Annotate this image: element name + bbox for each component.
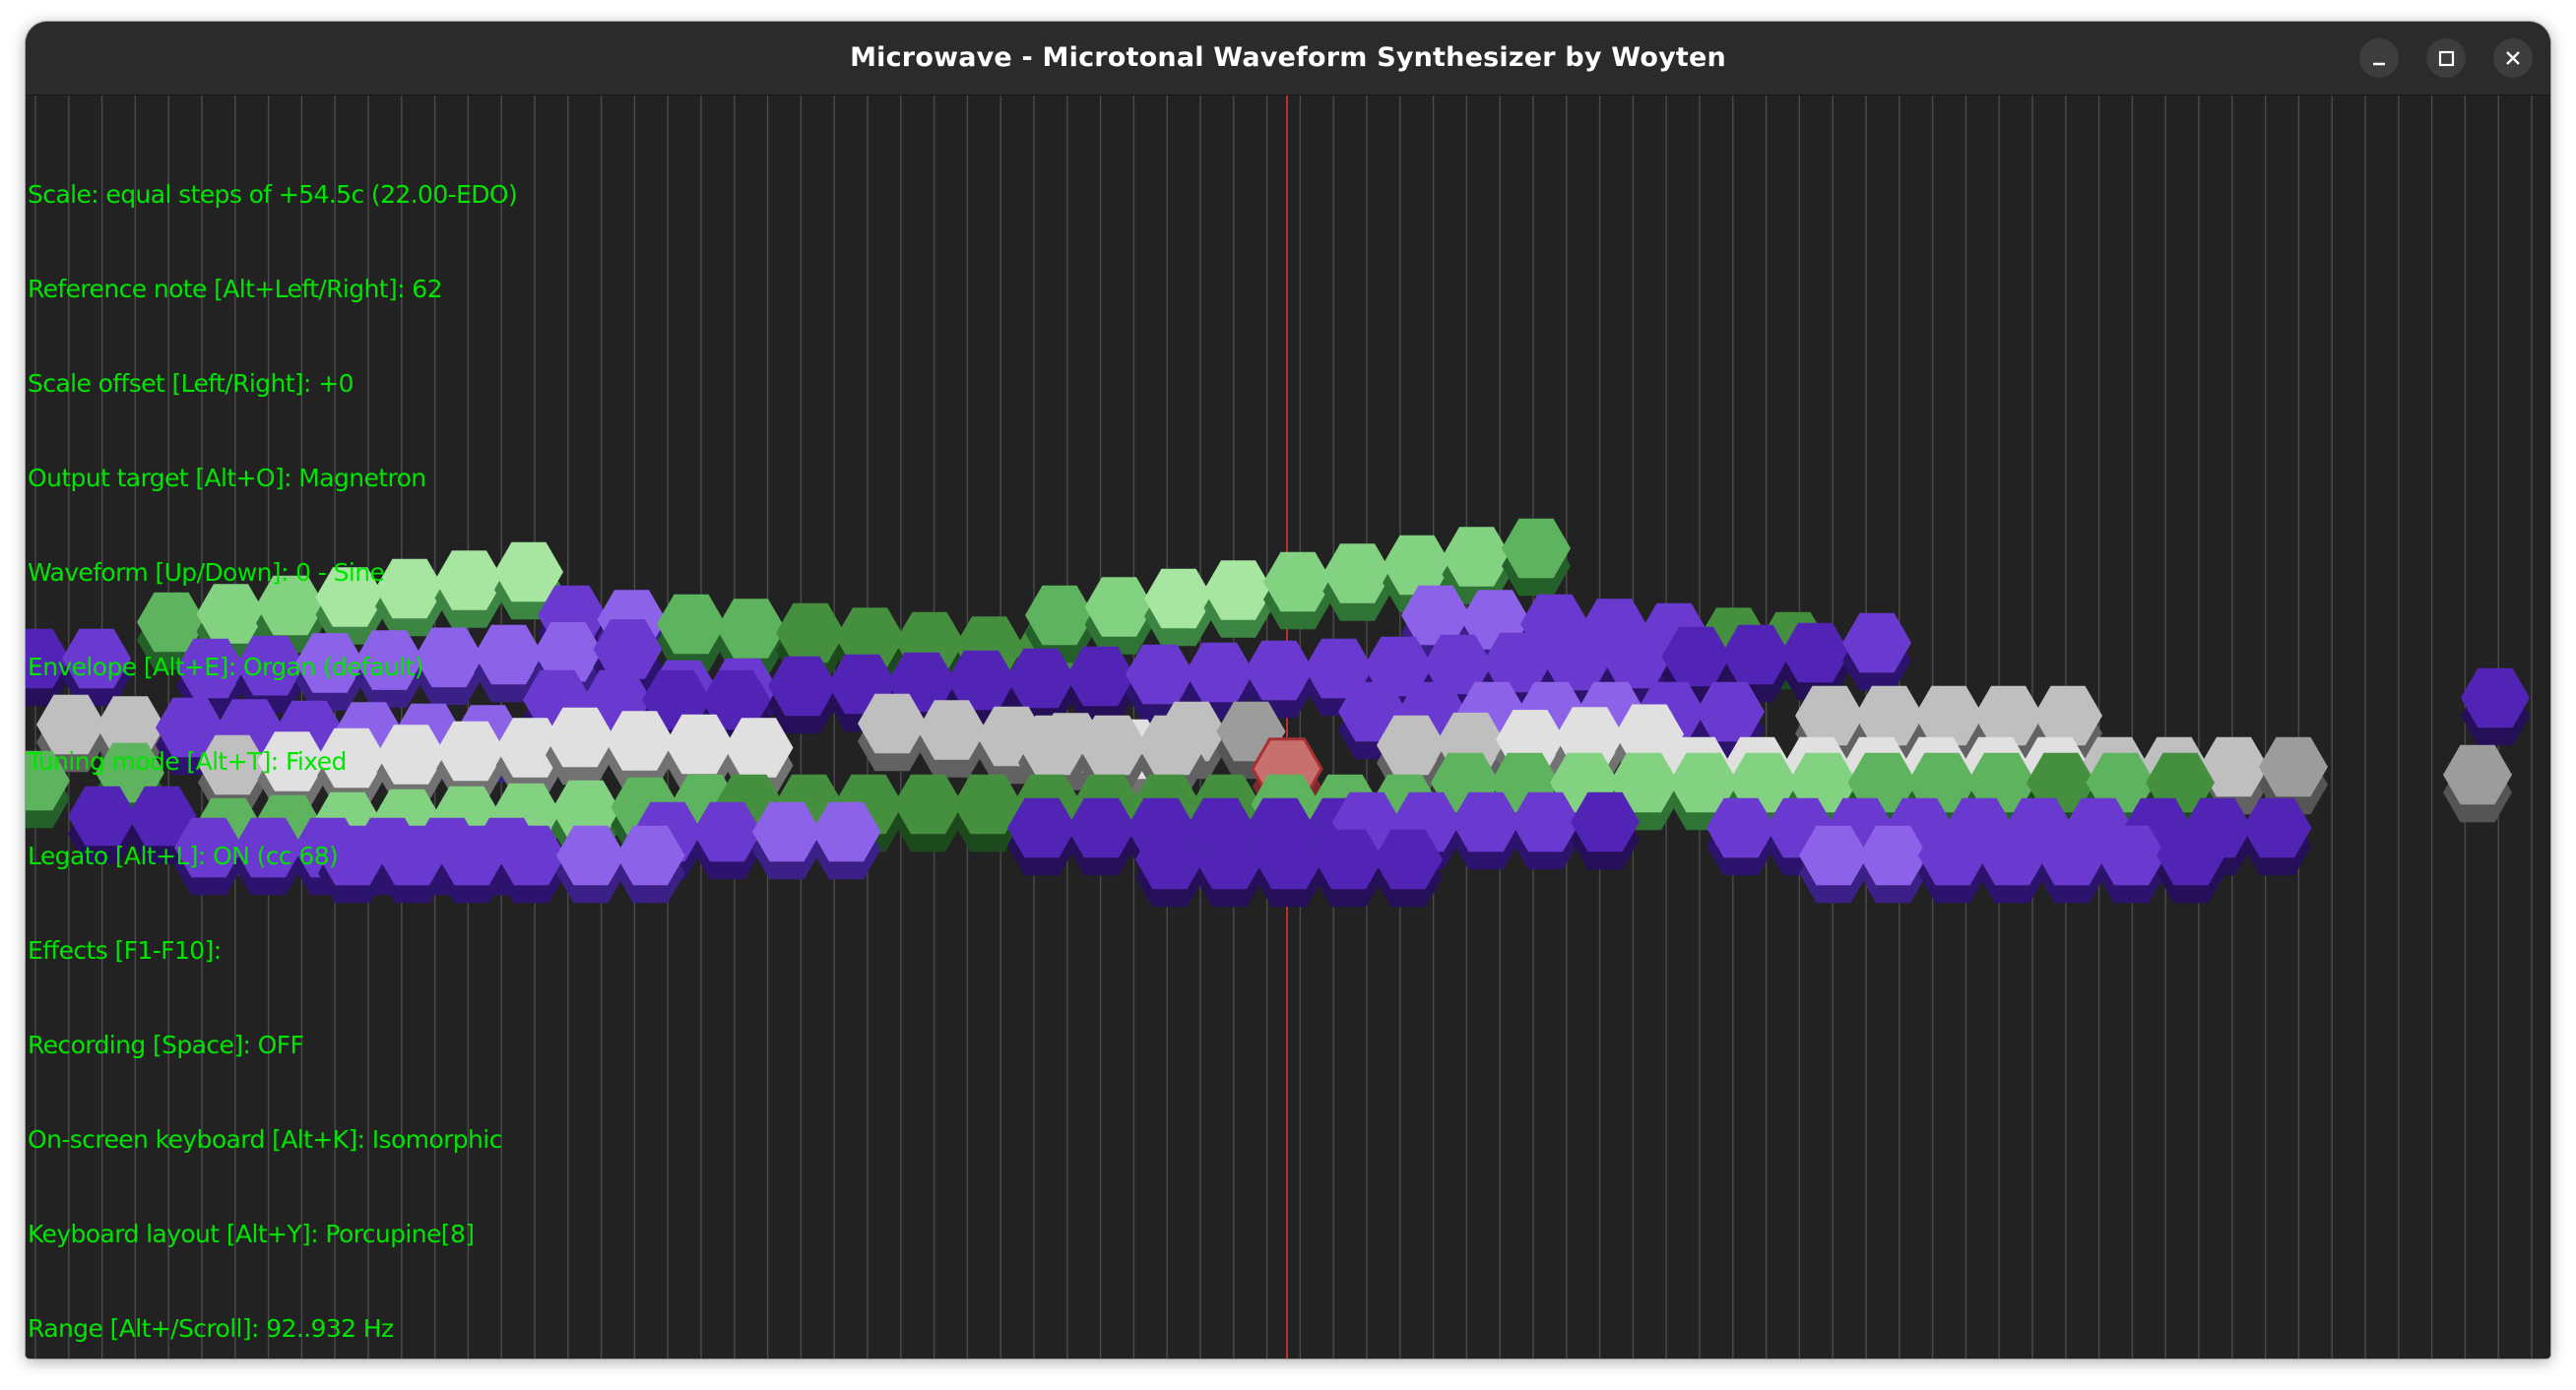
keyboard-key[interactable] [1025, 585, 1094, 663]
keyboard-key[interactable] [1314, 829, 1384, 908]
keyboard-key[interactable] [917, 700, 987, 778]
keyboard-key[interactable] [2157, 825, 2225, 904]
keyboard-key[interactable] [657, 594, 726, 672]
isomorphic-keyboard[interactable] [26, 95, 2550, 1358]
keyboard-key[interactable] [233, 817, 303, 896]
keyboard-key[interactable] [1065, 646, 1135, 725]
app-window: Microwave - Microtonal Waveform Synthesi… [26, 22, 2550, 1358]
keyboard-key[interactable] [257, 731, 327, 809]
keyboard-key[interactable] [605, 711, 675, 789]
keyboard-key[interactable] [436, 721, 505, 799]
keyboard-key[interactable] [354, 630, 424, 708]
keyboard-key[interactable] [893, 774, 963, 853]
keyboard-key[interactable] [437, 825, 506, 904]
keyboard-key[interactable] [474, 624, 544, 703]
keyboard-key[interactable] [776, 602, 845, 681]
info-line-onscreen-keyboard: On-screen keyboard [Alt+K]: Isomorphic [28, 1125, 502, 1154]
minimize-icon [2373, 62, 2385, 66]
keyboard-key[interactable] [1144, 568, 1213, 647]
keyboard-key[interactable] [235, 635, 305, 714]
info-line-output-target: Output target [Alt+O]: Magnetron [28, 464, 426, 492]
keyboard-key[interactable] [1137, 715, 1206, 793]
keyboard-key[interactable] [376, 725, 446, 802]
info-line-envelope: Envelope [Alt+E]: Organ (default) [28, 653, 424, 681]
keyboard-key[interactable] [26, 750, 70, 829]
info-line-scale-offset: Scale offset [Left/Right]: +0 [28, 369, 354, 398]
keyboard-key[interactable] [1780, 622, 1850, 701]
keyboard-key[interactable] [768, 656, 837, 734]
info-line-recording: Recording [Space]: OFF [28, 1031, 304, 1059]
window-title: Microwave - Microtonal Waveform Synthesi… [850, 42, 1726, 73]
keyboard-key[interactable] [1918, 825, 1987, 904]
info-line-scale: Scale: equal steps of +54.5c (22.00-EDO) [28, 180, 518, 209]
keyboard-key[interactable] [1255, 829, 1323, 908]
close-icon [2506, 51, 2520, 65]
keyboard-key[interactable] [317, 727, 386, 806]
keyboard-key[interactable] [26, 628, 70, 707]
keyboard-key[interactable] [1007, 797, 1076, 876]
info-line-legato: Legato [Alt+L]: ON (cc 68) [28, 842, 339, 870]
keyboard-key[interactable] [858, 693, 927, 772]
keyboard-key[interactable] [1194, 829, 1264, 908]
info-line-keyboard-layout: Keyboard layout [Alt+Y]: Porcupine[8] [28, 1220, 475, 1248]
keyboard-key[interactable] [1451, 791, 1520, 870]
keyboard-key[interactable] [546, 707, 614, 786]
keyboard-key[interactable] [2037, 825, 2106, 904]
keyboard-key[interactable] [295, 633, 364, 711]
info-line-tuning-mode: Tuning mode [Alt+T]: Fixed [28, 747, 347, 776]
keyboard-key[interactable] [495, 718, 565, 795]
keyboard-key[interactable] [1263, 551, 1332, 630]
keyboard-key[interactable] [1511, 791, 1580, 870]
keyboard-key[interactable] [1502, 518, 1571, 597]
keyboard-key[interactable] [2096, 825, 2166, 904]
keyboard-key[interactable] [174, 817, 243, 896]
info-line-range: Range [Alt+/Scroll]: 92..932 Hz [28, 1314, 394, 1343]
keyboard-key[interactable] [496, 825, 566, 904]
keyboard-key[interactable] [1858, 825, 1928, 904]
info-line-reference-note: Reference note [Alt+Left/Right]: 62 [28, 275, 442, 303]
keyboard-key[interactable] [1571, 791, 1640, 870]
keyboard-key[interactable] [556, 825, 625, 904]
keyboard-key[interactable] [1203, 560, 1273, 638]
keyboard-key[interactable] [953, 774, 1022, 853]
maximize-icon [2438, 50, 2455, 67]
keyboard-key[interactable] [62, 628, 131, 707]
keyboard-key[interactable] [1977, 825, 2047, 904]
keyboard-key[interactable] [415, 627, 483, 706]
status-panel: Scale: equal steps of +54.5c (22.00-EDO)… [28, 116, 518, 1358]
keyboard-key[interactable] [434, 550, 504, 628]
keyboard-key[interactable] [318, 825, 387, 904]
keyboard-key[interactable] [1322, 543, 1392, 621]
keyboard-key[interactable] [2242, 797, 2312, 876]
keyboard-key[interactable] [1084, 577, 1154, 655]
keyboard-key[interactable] [1374, 829, 1443, 908]
keyboard-key[interactable] [198, 734, 267, 813]
keyboard-key[interactable] [1799, 825, 1868, 904]
keyboard-key[interactable] [68, 786, 137, 864]
keyboard-key[interactable] [2461, 667, 2530, 746]
keyboard-key[interactable] [1126, 644, 1194, 723]
info-line-waveform: Waveform [Up/Down]: 0 - Sine [28, 558, 385, 587]
info-line-effects: Effects [F1-F10]: [28, 936, 222, 965]
minimize-button[interactable] [2359, 38, 2399, 78]
keyboard-key[interactable] [1442, 527, 1512, 604]
keyboard-key[interactable] [1135, 829, 1204, 908]
keyboard-key[interactable] [315, 567, 385, 645]
keyboard-key[interactable] [1707, 797, 1775, 876]
keyboard-key[interactable] [375, 558, 444, 637]
keyboard-key[interactable] [752, 801, 821, 880]
keyboard-key[interactable] [377, 825, 447, 904]
close-button[interactable] [2493, 38, 2533, 78]
maximize-button[interactable] [2426, 38, 2466, 78]
keyboard-key[interactable] [1066, 797, 1136, 876]
keyboard-key[interactable] [615, 825, 685, 904]
keyboard-key[interactable] [811, 801, 881, 880]
synth-canvas[interactable]: Scale: equal steps of +54.5c (22.00-EDO)… [26, 95, 2550, 1358]
keyboard-key[interactable] [1842, 612, 1911, 691]
keyboard-key[interactable] [2443, 744, 2512, 823]
title-bar[interactable]: Microwave - Microtonal Waveform Synthesi… [26, 22, 2550, 95]
keyboard-key[interactable] [692, 801, 762, 880]
keyboard-key[interactable] [1721, 624, 1790, 703]
keyboard-key[interactable] [1914, 685, 1983, 764]
